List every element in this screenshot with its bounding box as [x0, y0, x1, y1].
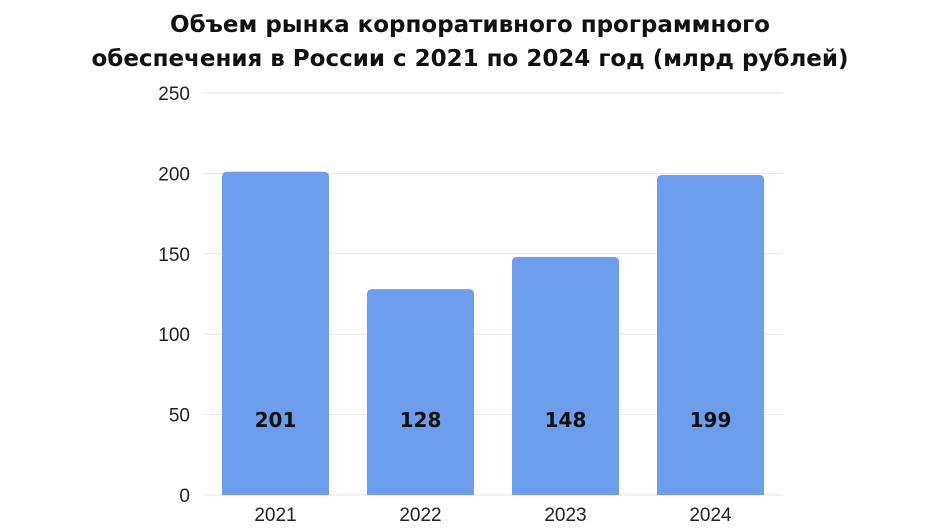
- chart-title-line-2: обеспечения в России с 2021 по 2024 год …: [91, 46, 849, 72]
- chart-title-line-1: Объем рынка корпоративного программного: [170, 12, 770, 38]
- bars: [222, 171, 764, 496]
- data-labels: 201 128 148 199: [255, 408, 732, 432]
- y-tick-label: 150: [158, 245, 190, 266]
- x-tick-label: 2024: [689, 505, 732, 526]
- data-label: 201: [255, 408, 297, 432]
- y-tick-label: 0: [179, 486, 190, 507]
- x-tick-label: 2023: [544, 505, 586, 526]
- y-tick-label: 200: [158, 164, 190, 185]
- y-tick-label: 50: [169, 406, 190, 427]
- y-tick-label: 100: [158, 325, 190, 346]
- data-label: 199: [690, 408, 732, 432]
- y-axis-ticks: 0 50 100 150 200 250: [158, 84, 190, 507]
- bar: [222, 171, 329, 496]
- bar: [657, 175, 764, 495]
- x-tick-label: 2022: [399, 505, 441, 526]
- chart-title: Объем рынка корпоративного программного …: [0, 8, 940, 76]
- data-label: 128: [400, 408, 442, 432]
- bar: [367, 289, 474, 495]
- data-label: 148: [545, 408, 587, 432]
- x-axis-ticks: 2021 2022 2023 2024: [254, 505, 732, 526]
- x-tick-label: 2021: [254, 505, 296, 526]
- y-tick-label: 250: [158, 84, 190, 105]
- bar: [512, 257, 619, 495]
